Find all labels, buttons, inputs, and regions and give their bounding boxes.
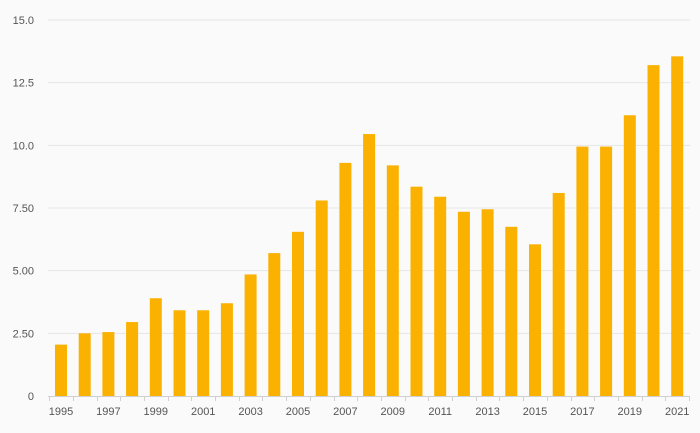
x-tick-label: 1997 [96,406,120,418]
x-tick-label: 2019 [618,406,642,418]
x-tick-label: 2009 [381,406,405,418]
bar-2002 [220,303,233,396]
x-axis [48,396,690,401]
bar-2010 [410,186,423,396]
bar-2018 [600,146,613,396]
x-tick-label: 2021 [665,406,689,418]
bar-2014 [505,226,518,396]
x-tick-label: 1999 [144,406,168,418]
bar-2020 [647,65,660,397]
x-axis-tick-labels: 1995 1997 1999 2001 2003 2005 2007 2009 2011 2013… [49,406,690,418]
x-tick-label: 2007 [333,406,357,418]
bar-2000 [173,310,186,396]
bar-2016 [552,192,565,396]
bar-2008 [363,134,376,396]
bar-2013 [481,209,494,396]
bar-2003 [244,274,257,396]
x-tick-label: 2001 [191,406,215,418]
x-tick-label: 2013 [475,406,499,418]
x-tick-label: 2005 [286,406,310,418]
x-tick-label: 1995 [49,406,73,418]
bar-2007 [339,162,352,396]
bar-2006 [315,200,328,396]
bar-2004 [268,253,281,396]
y-tick-label: 0 [28,391,34,403]
bar-2009 [386,165,399,396]
bar-1999 [149,298,162,396]
y-tick-label: 7.50 [13,203,34,215]
bars [55,56,684,397]
y-axis-tick-labels: 0 2.50 5.00 7.50 10.0 12.5 15.0 [13,15,34,403]
bar-2019 [623,115,636,397]
bar-2005 [292,231,304,396]
y-tick-label: 5.00 [13,266,34,278]
bar-1997 [102,332,115,396]
x-tick-label: 2017 [570,406,594,418]
bar-2011 [434,196,447,396]
bar-2012 [457,211,470,396]
y-tick-label: 10.0 [13,140,34,152]
bar-1995 [55,344,67,396]
y-tick-label: 2.50 [13,328,34,340]
bar-2017 [576,146,589,396]
x-tick-label: 2015 [523,406,547,418]
y-tick-label: 15.0 [13,15,34,27]
bar-1998 [126,322,139,396]
bar-2021 [671,56,684,396]
bar-1996 [78,333,91,396]
x-tick-label: 2011 [428,406,452,418]
bar-2015 [529,244,541,396]
bar-2001 [197,310,210,396]
x-tick-label: 2003 [238,406,262,418]
y-tick-label: 12.5 [13,78,34,90]
